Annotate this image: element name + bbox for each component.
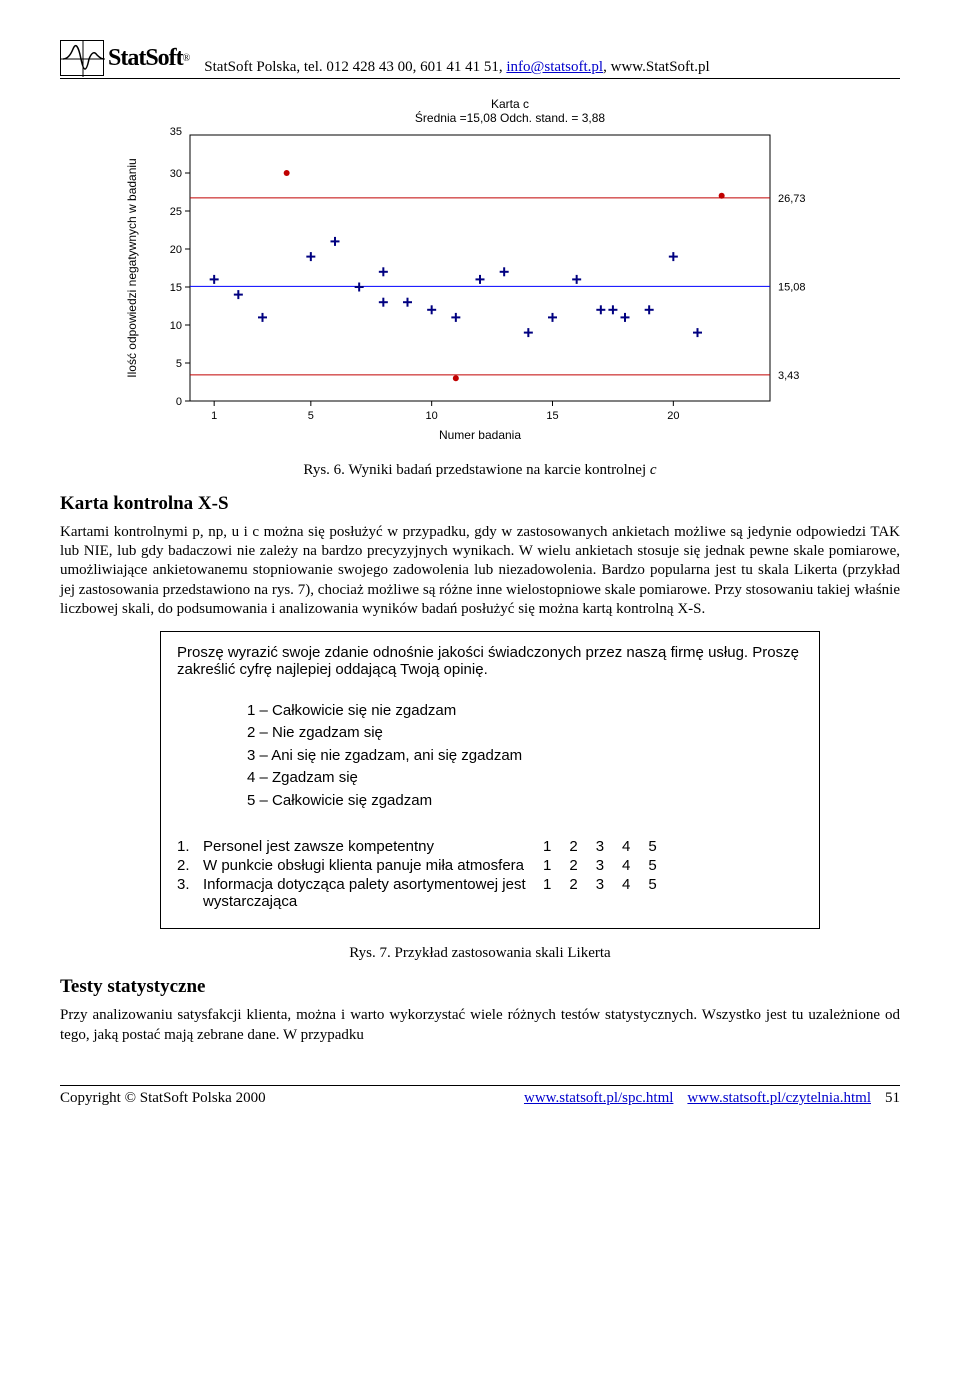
svg-text:3,43: 3,43 bbox=[778, 370, 799, 382]
svg-text:5: 5 bbox=[176, 358, 182, 370]
likert-item-row: 3.Informacja dotycząca palety asortyment… bbox=[177, 876, 803, 910]
likert-scale-option[interactable]: 2 bbox=[569, 857, 577, 874]
logo-text: StatSoft bbox=[108, 45, 183, 72]
likert-item-scale: 1 2 3 4 5 bbox=[543, 857, 657, 874]
likert-item-row: 1.Personel jest zawsze kompetentny1 2 3 4 5 bbox=[177, 838, 803, 855]
svg-text:30: 30 bbox=[170, 168, 182, 180]
svg-text:15: 15 bbox=[546, 410, 558, 422]
section-heading-xs: Karta kontrolna X-S bbox=[60, 493, 900, 515]
likert-scale-option[interactable]: 3 bbox=[596, 838, 604, 855]
likert-scale-option[interactable]: 2 bbox=[569, 838, 577, 855]
logo: StatSoft® bbox=[60, 40, 190, 76]
chart-svg: Ilość odpowiedzi negatywnych w badaniu 0 5… bbox=[120, 125, 840, 445]
likert-item-scale: 1 2 3 4 5 bbox=[543, 838, 657, 855]
likert-scale-option[interactable]: 1 bbox=[543, 857, 551, 874]
likert-legend: 1 – Całkowicie się nie zgadzam2 – Nie zg… bbox=[247, 700, 803, 813]
figure-6-caption: Rys. 6. Wyniki badań przedstawione na ka… bbox=[60, 462, 900, 479]
section-heading-tests: Testy statystyczne bbox=[60, 976, 900, 998]
likert-intro: Proszę wyrazić swoje zdanie odnośnie jak… bbox=[177, 644, 803, 678]
logo-wave-icon bbox=[60, 40, 104, 76]
likert-scale-option[interactable]: 2 bbox=[569, 876, 577, 893]
footer-link-spc[interactable]: www.statsoft.pl/spc.html bbox=[524, 1090, 673, 1107]
footer-link-czytelnia[interactable]: www.statsoft.pl/czytelnia.html bbox=[687, 1090, 871, 1107]
fig6-ital: c bbox=[650, 462, 657, 478]
likert-items: 1.Personel jest zawsze kompetentny123452… bbox=[177, 838, 803, 910]
svg-text:25: 25 bbox=[170, 206, 182, 218]
svg-text:35: 35 bbox=[170, 126, 182, 138]
svg-text:26,73: 26,73 bbox=[778, 193, 806, 205]
logo-registered-icon: ® bbox=[183, 53, 191, 64]
section-xs-text: Karta kontrolna X-S bbox=[60, 493, 229, 514]
header-email-link[interactable]: info@statsoft.pl bbox=[506, 59, 603, 75]
control-chart-c: Karta c Średnia =15,08 Odch. stand. = 3,… bbox=[120, 97, 900, 450]
header-site: , www.StatSoft.pl bbox=[603, 59, 710, 75]
footer-page-number: 51 bbox=[885, 1090, 900, 1107]
likert-item-number: 3. bbox=[177, 876, 203, 893]
svg-text:20: 20 bbox=[667, 410, 679, 422]
likert-scale-option[interactable]: 3 bbox=[596, 857, 604, 874]
chart-title-line2: Średnia =15,08 Odch. stand. = 3,88 bbox=[120, 111, 900, 125]
page-header: StatSoft® StatSoft Polska, tel. 012 428 … bbox=[60, 40, 900, 79]
svg-text:Ilość odpowiedzi negatywnych w: Ilość odpowiedzi negatywnych w badaniu bbox=[125, 158, 139, 377]
paragraph-tests: Przy analizowaniu satysfakcji klienta, m… bbox=[60, 1006, 900, 1044]
header-contact: StatSoft Polska, tel. 012 428 43 00, 601… bbox=[204, 59, 709, 76]
likert-scale-option[interactable]: 3 bbox=[596, 876, 604, 893]
header-company: StatSoft Polska, tel. 012 428 43 00, 601… bbox=[204, 59, 506, 75]
likert-legend-line: 3 – Ani się nie zgadzam, ani się zgadzam bbox=[247, 745, 803, 768]
svg-text:15: 15 bbox=[170, 282, 182, 294]
likert-scale-option[interactable]: 5 bbox=[648, 857, 656, 874]
likert-item-label: W punkcie obsługi klienta panuje miła at… bbox=[203, 857, 543, 874]
svg-text:10: 10 bbox=[426, 410, 438, 422]
likert-legend-line: 2 – Nie zgadzam się bbox=[247, 722, 803, 745]
likert-legend-line: 4 – Zgadzam się bbox=[247, 767, 803, 790]
likert-legend-line: 5 – Całkowicie się zgadzam bbox=[247, 790, 803, 813]
chart-title-line1: Karta c bbox=[120, 97, 900, 111]
likert-item-scale: 1 2 3 4 5 bbox=[543, 876, 657, 893]
likert-item-number: 2. bbox=[177, 857, 203, 874]
likert-item-number: 1. bbox=[177, 838, 203, 855]
svg-text:15,08: 15,08 bbox=[778, 281, 806, 293]
svg-text:20: 20 bbox=[170, 244, 182, 256]
svg-text:Numer badania: Numer badania bbox=[439, 428, 521, 442]
likert-item-label: Personel jest zawsze kompetentny bbox=[203, 838, 543, 855]
likert-example-box: Proszę wyrazić swoje zdanie odnośnie jak… bbox=[160, 631, 820, 930]
paragraph-xs: Kartami kontrolnymi p, np, u i c można s… bbox=[60, 523, 900, 619]
likert-scale-option[interactable]: 4 bbox=[622, 857, 630, 874]
footer-copyright: Copyright © StatSoft Polska 2000 bbox=[60, 1090, 266, 1107]
svg-text:10: 10 bbox=[170, 320, 182, 332]
svg-text:5: 5 bbox=[308, 410, 314, 422]
svg-text:0: 0 bbox=[176, 396, 182, 408]
likert-scale-option[interactable]: 1 bbox=[543, 838, 551, 855]
fig6-prefix: Rys. 6. Wyniki badań przedstawione na ka… bbox=[303, 462, 649, 478]
page-footer: Copyright © StatSoft Polska 2000 www.sta… bbox=[60, 1085, 900, 1107]
likert-scale-option[interactable]: 5 bbox=[648, 876, 656, 893]
likert-item-row: 2.W punkcie obsługi klienta panuje miła … bbox=[177, 857, 803, 874]
likert-scale-option[interactable]: 5 bbox=[648, 838, 656, 855]
likert-scale-option[interactable]: 4 bbox=[622, 876, 630, 893]
svg-text:1: 1 bbox=[211, 410, 217, 422]
likert-item-label: Informacja dotycząca palety asortymentow… bbox=[203, 876, 543, 910]
figure-7-caption: Rys. 7. Przykład zastosowania skali Like… bbox=[60, 945, 900, 962]
likert-scale-option[interactable]: 1 bbox=[543, 876, 551, 893]
likert-legend-line: 1 – Całkowicie się nie zgadzam bbox=[247, 700, 803, 723]
likert-scale-option[interactable]: 4 bbox=[622, 838, 630, 855]
